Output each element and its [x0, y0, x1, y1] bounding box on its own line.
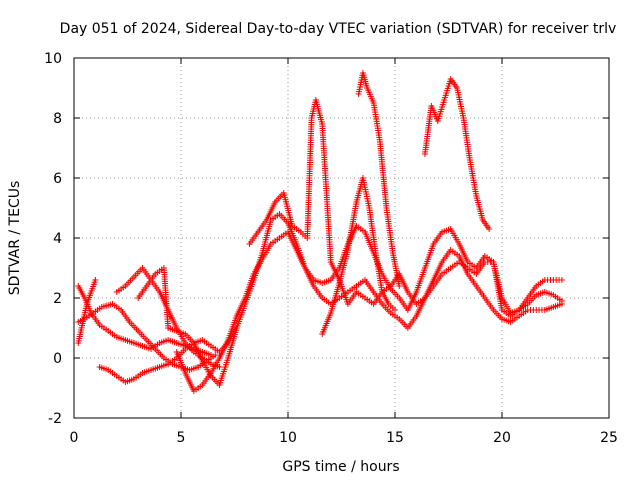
data-point — [396, 283, 403, 289]
chart-title: Day 051 of 2024, Sidereal Day-to-day VTE… — [60, 21, 617, 37]
data-point — [558, 277, 565, 283]
y-axis-label: SDTVAR / TECUs — [7, 181, 23, 296]
y-tick-label: 0 — [53, 351, 62, 367]
y-tick-label: 10 — [44, 51, 62, 67]
y-tick-label: 4 — [53, 231, 62, 247]
y-tick-label: 6 — [53, 171, 62, 187]
data-point — [92, 277, 99, 283]
x-axis-label: GPS time / hours — [282, 459, 399, 475]
x-tick-label: 25 — [600, 430, 618, 446]
y-tick-label: 8 — [53, 111, 62, 127]
grid-lines — [74, 58, 609, 418]
data-point — [392, 307, 398, 313]
x-tick-label: 10 — [279, 430, 297, 446]
axes: 0 5 10 15 20 25 -2 0 2 4 6 8 10 — [44, 51, 618, 446]
data-point — [212, 352, 219, 358]
data-point — [558, 301, 565, 307]
x-tick-label: 0 — [70, 430, 79, 446]
data-point — [486, 226, 493, 232]
y-tick-label: -2 — [48, 411, 62, 427]
data-points — [75, 70, 565, 394]
x-tick-label: 5 — [177, 430, 186, 446]
x-tick-label: 15 — [386, 430, 404, 446]
y-tick-label: 2 — [53, 291, 62, 307]
x-tick-label: 20 — [493, 430, 511, 446]
